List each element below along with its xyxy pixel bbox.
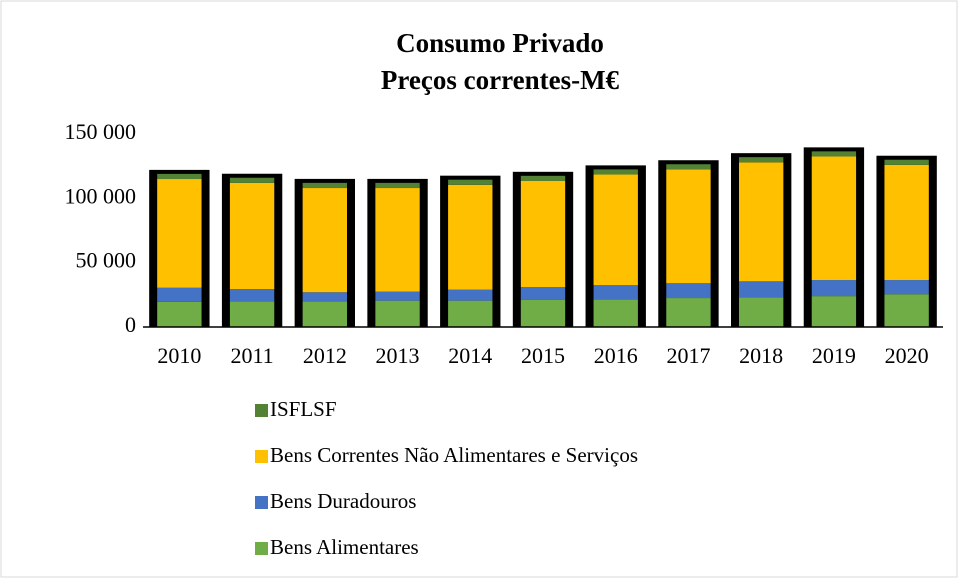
bar-segment — [302, 188, 347, 293]
bar-segment — [375, 300, 420, 327]
bar-segment — [739, 297, 784, 327]
bar-segment — [520, 180, 566, 288]
bar-segment — [157, 287, 202, 302]
x-tick-label: 2012 — [303, 343, 347, 368]
legend-swatch — [255, 542, 268, 555]
x-tick-label: 2019 — [812, 343, 856, 368]
bar-segment — [593, 174, 638, 286]
bar-segment — [739, 281, 784, 298]
bar-segment — [593, 299, 638, 327]
x-tick-label: 2017 — [666, 343, 710, 368]
bar-segment — [811, 156, 857, 281]
legend-label: Bens Duradouros — [270, 489, 416, 513]
legend-swatch — [255, 450, 268, 463]
bar-segment — [884, 159, 929, 165]
bar-segment — [520, 175, 566, 181]
bar-segment — [229, 182, 275, 290]
bar-segment — [666, 283, 711, 299]
y-tick-label: 100 000 — [65, 183, 137, 208]
bar-segment — [157, 301, 202, 327]
x-tick-label: 2014 — [448, 343, 492, 368]
bar-segment — [157, 173, 202, 180]
bar-segment — [157, 179, 202, 288]
bar-segment — [229, 301, 275, 327]
bar-segment — [520, 299, 566, 327]
legend-swatch — [255, 496, 268, 509]
legend-label: Bens Correntes Não Alimentares e Serviço… — [270, 443, 638, 467]
bar-segment — [593, 285, 638, 300]
legend-swatch — [255, 404, 268, 417]
bar-segment — [229, 289, 275, 302]
x-tick-label: 2013 — [376, 343, 420, 368]
bar-segment — [302, 292, 347, 302]
bar-segment — [375, 291, 420, 301]
bar-segment — [302, 182, 347, 189]
bar-segment — [811, 151, 857, 157]
bar-segment — [666, 298, 711, 327]
legend-label: Bens Alimentares — [270, 535, 419, 559]
bar-segment — [448, 289, 493, 301]
x-tick-label: 2015 — [521, 343, 565, 368]
bar-segment — [302, 301, 347, 327]
y-tick-label: 50 000 — [76, 248, 137, 273]
bar-segment — [448, 300, 493, 327]
x-tick-label: 2018 — [739, 343, 783, 368]
bar-segment — [666, 164, 711, 170]
x-tick-label: 2010 — [157, 343, 201, 368]
bar-segment — [884, 294, 929, 327]
bar-segment — [811, 296, 857, 327]
bar-segment — [375, 188, 420, 292]
bar-segment — [739, 157, 784, 163]
chart-subtitle: Preços correntes-M€ — [381, 65, 620, 95]
y-tick-label: 150 000 — [65, 119, 137, 144]
bar-segment — [884, 280, 929, 295]
bar-segment — [448, 184, 493, 290]
bar-segment — [520, 287, 566, 300]
x-tick-label: 2016 — [594, 343, 638, 368]
bar-segment — [666, 169, 711, 284]
bar-segment — [375, 182, 420, 189]
chart-title: Consumo Privado — [396, 28, 604, 58]
bar-segment — [448, 179, 493, 185]
x-tick-label: 2020 — [885, 343, 929, 368]
bar-segment — [884, 164, 929, 281]
bar-segment — [739, 162, 784, 282]
bar-segment — [811, 280, 857, 297]
legend-label: ISFLSF — [270, 397, 337, 421]
bar-segment — [229, 177, 275, 183]
bar-segment — [593, 169, 638, 175]
x-tick-label: 2011 — [230, 343, 273, 368]
y-tick-label: 0 — [125, 312, 136, 337]
